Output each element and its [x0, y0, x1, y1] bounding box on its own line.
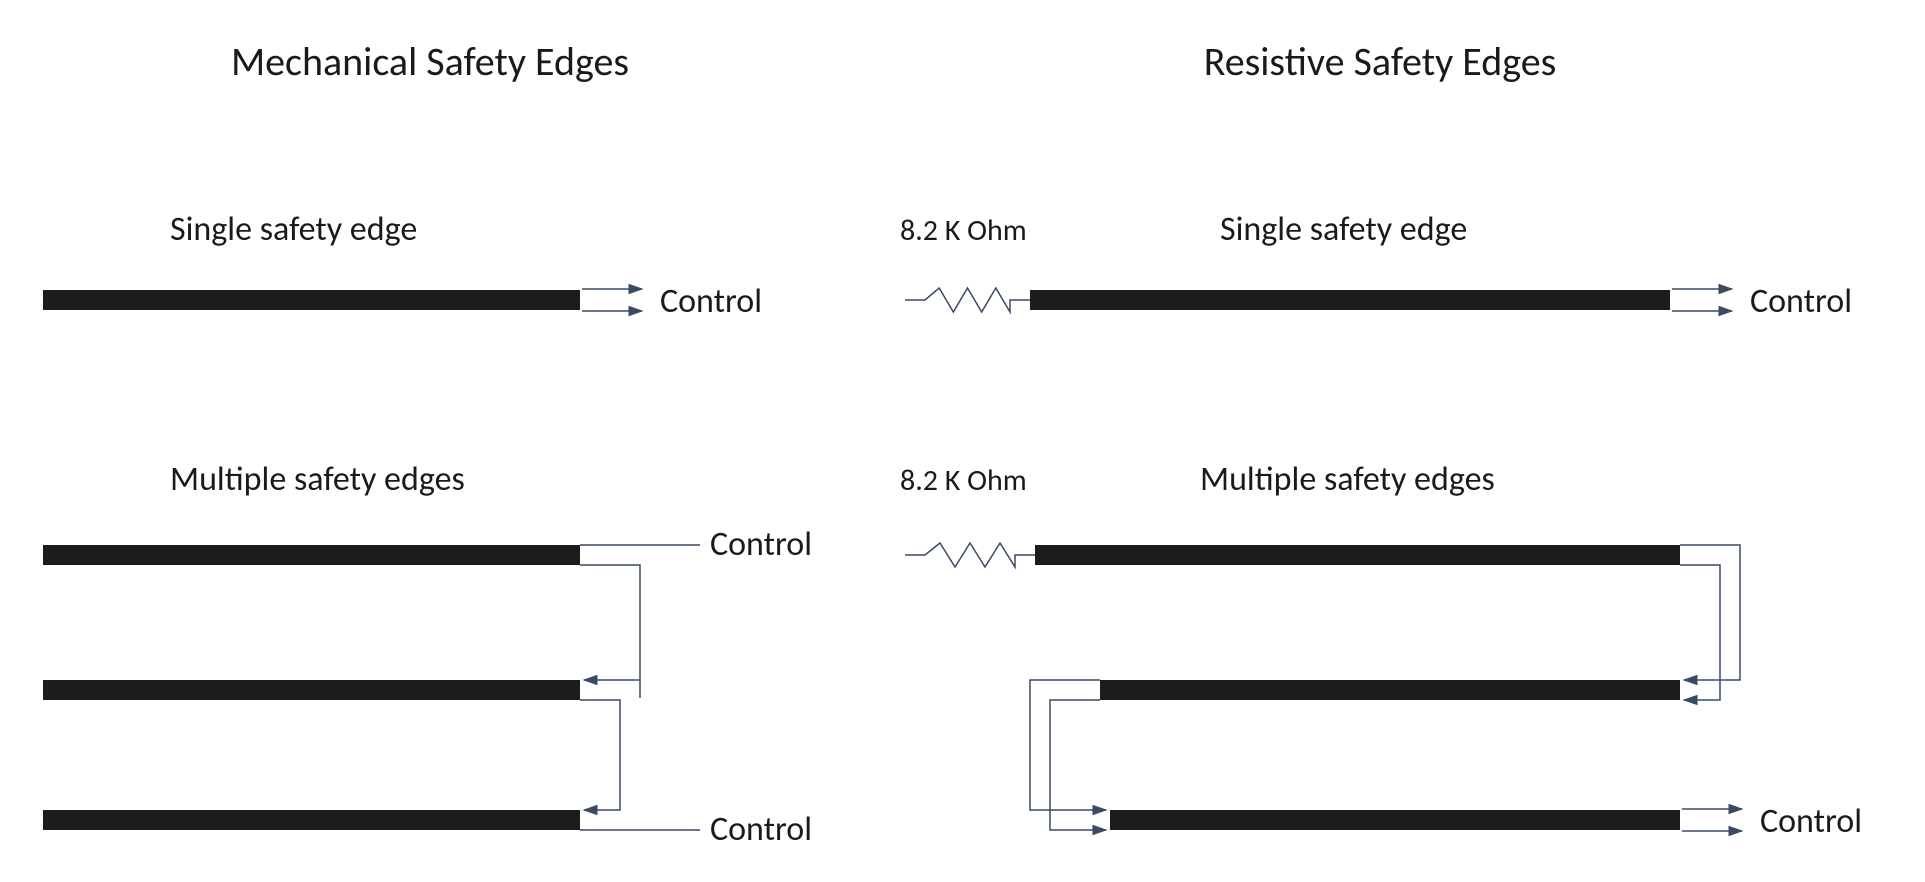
mech-link-1-2a	[580, 565, 640, 680]
res-single-control-label: Control	[1750, 281, 1852, 322]
resistive-title: Resistive Safety Edges	[1204, 37, 1557, 86]
mech-single-bar	[43, 290, 580, 310]
res-mult-resistor	[905, 543, 1035, 567]
mech-single-label: Single safety edge	[170, 209, 417, 250]
mech-top-control-label: Control	[710, 524, 812, 565]
mech-bar-3	[43, 810, 580, 830]
mech-bot-control-label: Control	[710, 809, 812, 850]
res-single-ohm-label: 8.2 K Ohm	[900, 212, 1027, 249]
mech-multiple-label: Multiple safety edges	[170, 459, 465, 500]
mech-single-control-label: Control	[660, 281, 762, 322]
mechanical-title: Mechanical Safety Edges	[231, 37, 629, 86]
res-single-bar	[1030, 290, 1670, 310]
mech-bar-2	[43, 680, 580, 700]
res-bar-2	[1100, 680, 1680, 700]
mech-bar-1	[43, 545, 580, 565]
res-single-resistor	[905, 288, 1030, 312]
res-multiple-label: Multiple safety edges	[1200, 459, 1495, 500]
mech-link-2-3	[580, 700, 620, 810]
res-mult-ohm-label: 8.2 K Ohm	[900, 462, 1027, 499]
res-single-label: Single safety edge	[1220, 209, 1467, 250]
res-mult-control-label: Control	[1760, 801, 1862, 842]
res-bar-1	[1035, 545, 1680, 565]
res-bar-3	[1110, 810, 1680, 830]
safety-edges-diagram: Mechanical Safety Edges Resistive Safety …	[0, 0, 1925, 882]
